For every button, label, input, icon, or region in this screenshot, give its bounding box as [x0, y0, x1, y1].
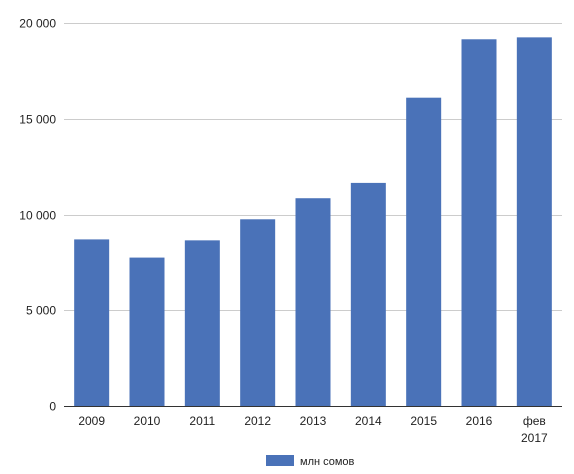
x-tick-label: 2009	[78, 414, 105, 428]
legend-label: млн сомов	[300, 456, 355, 468]
bar	[240, 219, 276, 406]
bar	[461, 39, 497, 406]
bars	[74, 37, 552, 407]
x-tick-label: 2011	[189, 414, 215, 428]
y-axis-ticks: 0 5 000 10 000 15 000 20 000	[19, 17, 56, 414]
x-tick-label: 2015	[410, 414, 437, 428]
y-tick-label: 0	[49, 400, 56, 414]
bar	[129, 257, 165, 406]
x-axis-ticks: 2009 2010 2011 2012 2013 2014 2015 2016 фев 2017	[78, 414, 548, 445]
bar	[295, 198, 331, 406]
y-tick-label: 5 000	[26, 304, 56, 318]
y-tick-label: 15 000	[19, 113, 56, 127]
legend-swatch	[266, 455, 294, 466]
x-tick-label: 2012	[244, 414, 271, 428]
x-tick-label: 2013	[300, 414, 327, 428]
bar	[350, 182, 386, 406]
bar	[184, 240, 220, 406]
x-tick-label: 2016	[466, 414, 493, 428]
legend: млн сомов	[266, 455, 355, 468]
x-tick-label: фев 2017	[521, 414, 548, 445]
x-tick-label: 2010	[134, 414, 161, 428]
y-tick-label: 20 000	[19, 17, 56, 31]
bar	[516, 37, 552, 407]
bar	[406, 97, 442, 406]
bar	[74, 239, 110, 406]
y-tick-label: 10 000	[19, 209, 56, 223]
x-tick-label: 2014	[355, 414, 382, 428]
